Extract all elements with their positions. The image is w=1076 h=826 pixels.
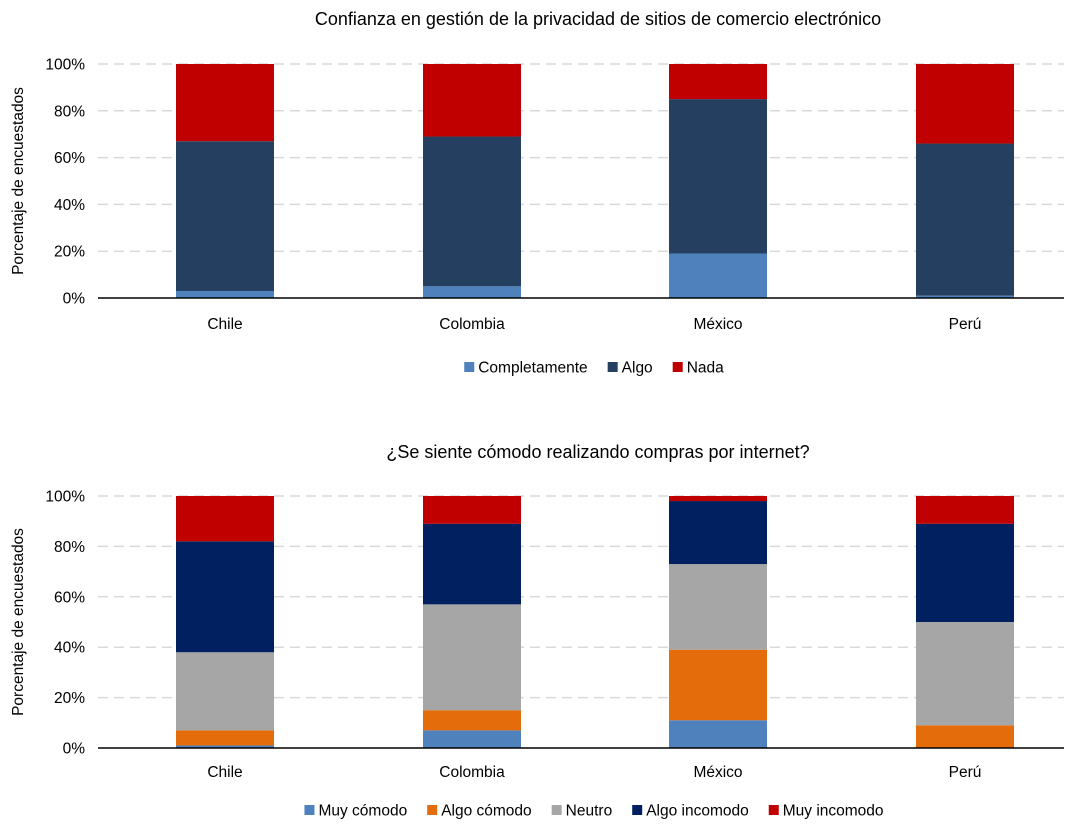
y-tick-label: 60% bbox=[54, 150, 85, 167]
chart-2: ¿Se siente cómodo realizando compras por… bbox=[10, 442, 1064, 820]
legend-label: Muy incomodo bbox=[783, 803, 884, 820]
x-category-label: Perú bbox=[949, 764, 982, 781]
x-category-label: Colombia bbox=[439, 316, 505, 333]
bar-segment-algo-incomodo bbox=[423, 523, 521, 605]
chart-1: Confianza en gestión de la privacidad de… bbox=[10, 9, 1064, 377]
y-tick-label: 40% bbox=[54, 640, 85, 657]
bar-segment-algo-comodo bbox=[423, 710, 521, 731]
legend: Completamente Algo Nada bbox=[464, 360, 724, 377]
bar-segment-neutro bbox=[669, 564, 767, 650]
x-category-label: Colombia bbox=[439, 764, 505, 781]
legend-label: Algo bbox=[622, 360, 653, 377]
bar-segment-nada bbox=[916, 64, 1014, 144]
y-tick-label: 0% bbox=[63, 741, 86, 758]
legend-swatch bbox=[551, 805, 562, 815]
legend-label: Algo cómodo bbox=[441, 803, 531, 820]
chart-title: Confianza en gestión de la privacidad de… bbox=[315, 9, 881, 29]
bar-segment-nada bbox=[669, 64, 767, 100]
bar-segment-muy-incomodo bbox=[916, 496, 1014, 524]
legend-swatch bbox=[672, 362, 683, 372]
bar-segment-nada bbox=[176, 64, 274, 142]
legend-label: Nada bbox=[687, 360, 724, 377]
y-tick-label: 40% bbox=[54, 197, 85, 214]
bar-segment-algo-comodo bbox=[916, 725, 1014, 748]
legend-swatch bbox=[427, 805, 438, 815]
bar-segment-algo bbox=[176, 141, 274, 291]
x-category-label: México bbox=[693, 316, 742, 333]
bar-segment-muy-incomodo bbox=[669, 496, 767, 502]
bar-segment-neutro bbox=[916, 622, 1014, 726]
y-tick-label: 100% bbox=[45, 57, 85, 74]
bar-segment-muy-comodo bbox=[423, 730, 521, 748]
y-tick-label: 60% bbox=[54, 589, 85, 606]
y-tick-label: 80% bbox=[54, 539, 85, 556]
legend: Muy cómodo Algo cómodo Neutro Algo incomodo… bbox=[304, 803, 884, 820]
legend-swatch bbox=[632, 805, 643, 815]
y-tick-label: 0% bbox=[63, 291, 86, 308]
bar-segment-muy-incomodo bbox=[176, 496, 274, 542]
bar-segment-completamente bbox=[176, 290, 274, 298]
bar-segment-algo-incomodo bbox=[176, 541, 274, 653]
legend-label: Muy cómodo bbox=[318, 803, 407, 820]
bar-segment-completamente bbox=[669, 253, 767, 298]
y-tick-label: 20% bbox=[54, 244, 85, 261]
y-tick-label: 80% bbox=[54, 103, 85, 120]
x-category-label: Perú bbox=[949, 316, 982, 333]
y-tick-label: 100% bbox=[45, 489, 85, 506]
bar-segment-muy-incomodo bbox=[423, 496, 521, 524]
bar-segment-neutro bbox=[423, 604, 521, 711]
bar-segment-algo bbox=[916, 143, 1014, 296]
y-tick-label: 20% bbox=[54, 690, 85, 707]
bar-segment-nada bbox=[423, 64, 521, 137]
bar-segment-muy-comodo bbox=[176, 745, 274, 748]
chart-title: ¿Se siente cómodo realizando compras por… bbox=[386, 442, 809, 462]
x-category-label: Chile bbox=[207, 764, 242, 781]
legend-label: Completamente bbox=[478, 360, 587, 377]
legend-swatch bbox=[607, 362, 618, 372]
x-category-label: México bbox=[693, 764, 742, 781]
bar-segment-completamente bbox=[423, 286, 521, 298]
legend-label: Algo incomodo bbox=[646, 803, 749, 820]
bar-segment-muy-comodo bbox=[669, 720, 767, 748]
y-axis-title: Porcentaje de encuestados bbox=[10, 87, 27, 275]
legend-swatch bbox=[768, 805, 779, 815]
bar-segment-algo-incomodo bbox=[916, 523, 1014, 622]
bar-segment-completamente bbox=[916, 295, 1014, 298]
legend-swatch bbox=[304, 805, 315, 815]
y-axis-title: Porcentaje de encuestados bbox=[10, 528, 27, 716]
x-category-label: Chile bbox=[207, 316, 242, 333]
bar-segment-algo-incomodo bbox=[669, 501, 767, 565]
bar-segment-algo bbox=[669, 99, 767, 254]
bar-segment-algo-comodo bbox=[669, 649, 767, 721]
legend-label: Neutro bbox=[566, 803, 613, 820]
bar-segment-neutro bbox=[176, 652, 274, 731]
bar-segment-algo-comodo bbox=[176, 730, 274, 746]
legend-swatch bbox=[464, 362, 475, 372]
bar-segment-algo bbox=[423, 136, 521, 287]
